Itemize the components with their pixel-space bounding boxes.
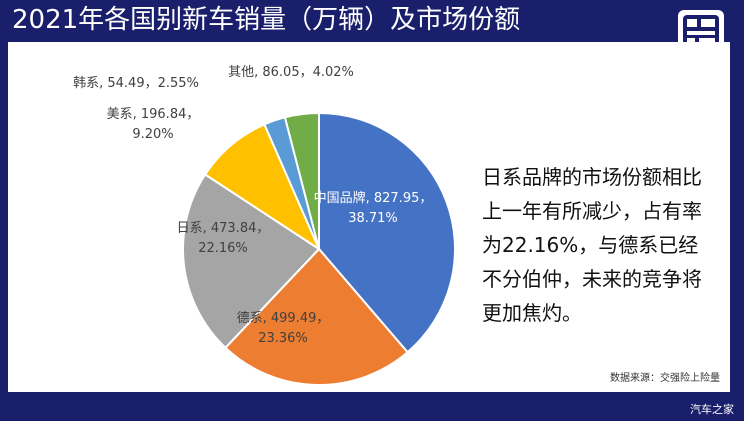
data-label-3: 美系, 196.84， 9.20% — [107, 107, 200, 142]
data-source: 数据来源：交强险上险量 — [610, 373, 720, 384]
commentary-line: 为22.16%，与德系已经 — [482, 233, 699, 257]
content-panel: 中国品牌, 827.95， 38.71% 德系, 499.49， 23.36% 日系, … — [8, 42, 730, 392]
commentary-line: 不分伯仲，未来的竞争将 — [482, 267, 702, 291]
data-label-4: 韩系, 54.49，2.55% — [73, 76, 199, 91]
pie-slice-3 — [203, 123, 322, 252]
data-label-2: 日系, 473.84， 22.16% — [177, 221, 270, 256]
pie-slice-0 — [318, 111, 456, 354]
pie-slice-5 — [283, 111, 320, 250]
watermark: 汽车之家 — [690, 403, 734, 416]
commentary-line: 更加焦灼。 — [482, 301, 582, 325]
page-title: 2021年各国别新车销量（万辆）及市场份额 — [12, 5, 521, 35]
data-label-5: 其他, 86.05，4.02% — [228, 65, 354, 80]
header: 2021年各国别新车销量（万辆）及市场份额 — [0, 0, 744, 52]
autohome-badge-icon — [678, 10, 724, 52]
pie-chart: 中国品牌, 827.95， 38.71% 德系, 499.49， 23.36% 日系, … — [73, 65, 456, 386]
pie-slice-1 — [224, 247, 409, 386]
commentary-line: 日系品牌的市场份额相比 — [482, 165, 702, 189]
data-label-0: 中国品牌, 827.95， 38.71% — [314, 190, 433, 226]
data-label-1: 德系, 499.49， 23.36% — [237, 311, 330, 346]
pie-slice-2 — [182, 173, 321, 350]
commentary-text: 日系品牌的市场份额相比 上一年有所减少，占有率 为22.16%，与德系已经 不分… — [482, 160, 732, 330]
commentary-line: 上一年有所减少，占有率 — [482, 199, 702, 223]
